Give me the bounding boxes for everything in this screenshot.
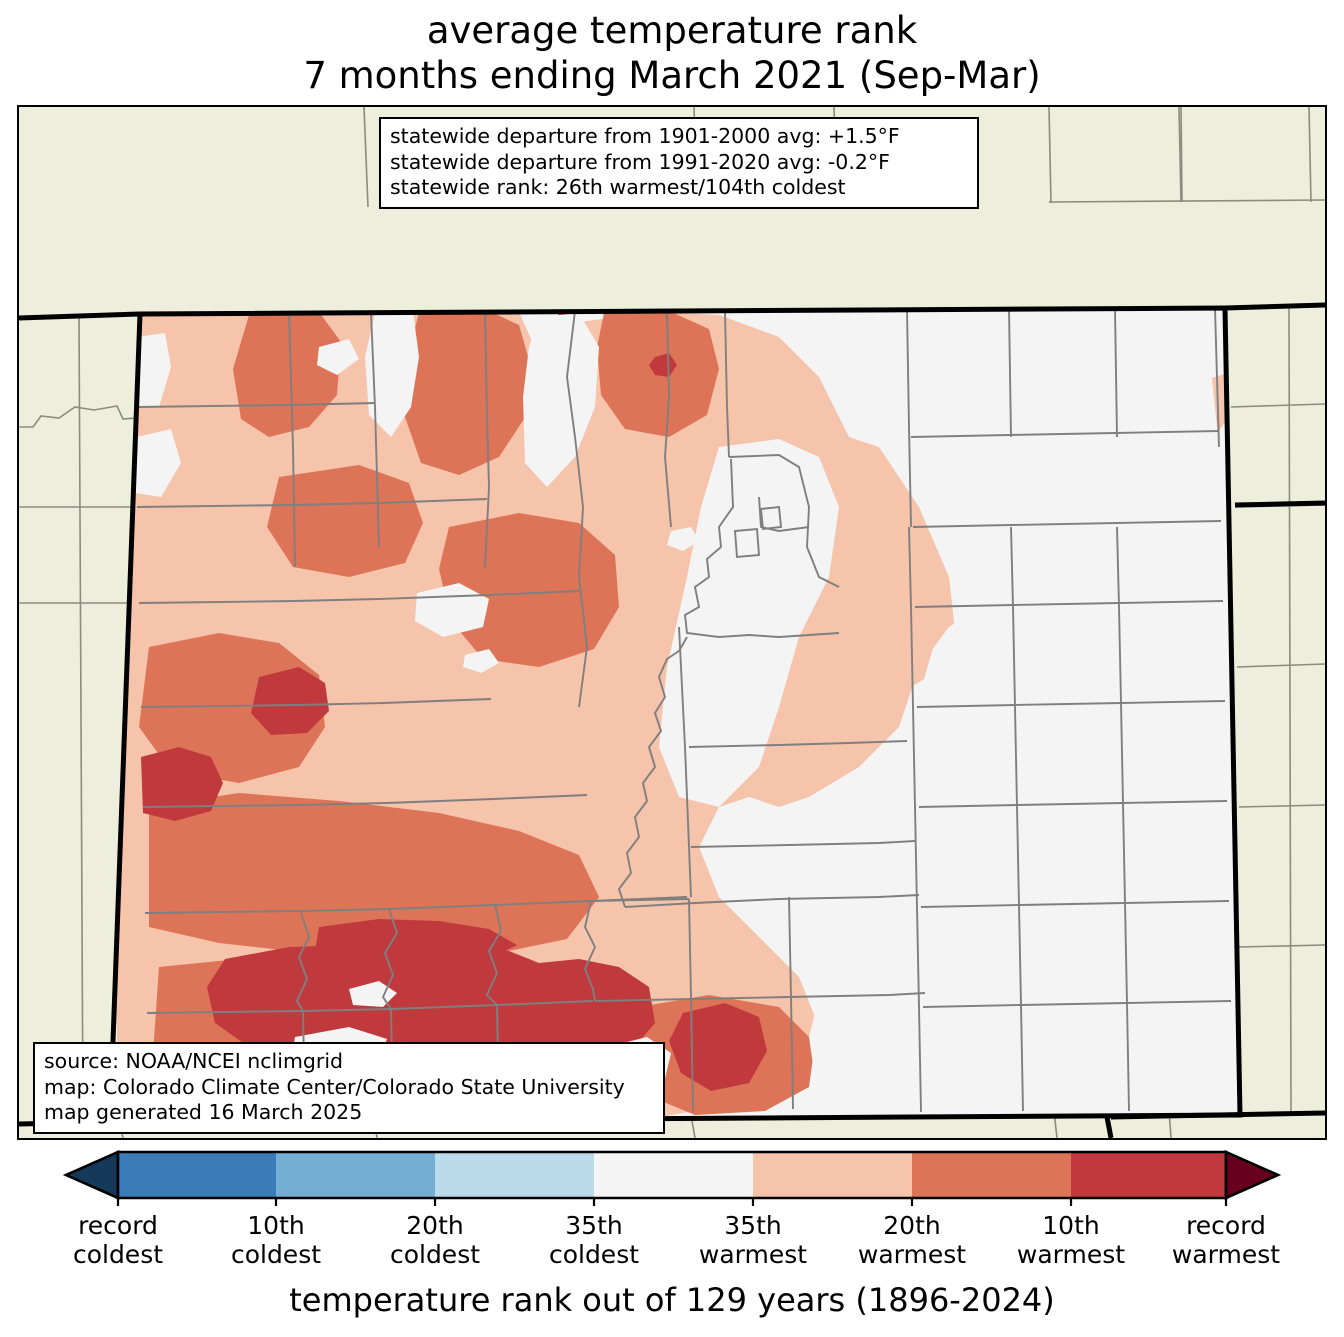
colorbar-band-10th-warmest: [912, 1152, 1071, 1198]
source-credit-box: source: NOAA/NCEI nclimgrid map: Colorad…: [33, 1042, 665, 1134]
page-title: average temperature rank 7 months ending…: [0, 8, 1344, 98]
colorbar-label-2: 20th coldest: [389, 1211, 481, 1269]
colorbar-label-6: 10th warmest: [1016, 1211, 1126, 1269]
colorbar-band-record-warmest: [1071, 1152, 1226, 1198]
colorbar-label-3: 35th coldest: [548, 1211, 640, 1269]
colorado-county-lines: [136, 308, 1232, 1118]
colorbar-band-10th-coldest: [118, 1152, 276, 1198]
colorbar-band-20th-coldest: [276, 1152, 435, 1198]
colorbar-tick-labels: record coldest 10th coldest 20th coldest 35…: [0, 1211, 1344, 1271]
stats-line-1: statewide departure from 1901-2000 avg: …: [390, 124, 900, 148]
title-line-2: 7 months ending March 2021 (Sep-Mar): [303, 54, 1041, 97]
colorbar-arrow-coldest: [62, 1150, 120, 1200]
statewide-stats-box: statewide departure from 1901-2000 avg: …: [379, 117, 979, 209]
colorbar-band-35th-coldest: [435, 1152, 594, 1198]
source-line-3: map generated 16 March 2025: [44, 1100, 363, 1124]
colorbar-band-35th-warmest: [594, 1152, 753, 1198]
temperature-rank-contours: [111, 310, 1235, 1122]
colorado-temperature-rank-map: [19, 107, 1325, 1138]
title-line-1: average temperature rank: [426, 9, 918, 52]
colorbar-caption: temperature rank out of 129 years (1896-…: [289, 1281, 1055, 1319]
colorbar-ticks: [116, 1198, 1228, 1206]
map-panel: statewide departure from 1901-2000 avg: …: [17, 105, 1327, 1140]
stats-line-2: statewide departure from 1991-2020 avg: …: [390, 149, 890, 174]
colorbar-label-4: 35th warmest: [698, 1211, 808, 1269]
source-line-1: source: NOAA/NCEI nclimgrid: [44, 1049, 344, 1073]
colorbar-label-5: 20th warmest: [857, 1211, 967, 1269]
colorbar: [0, 1146, 1344, 1206]
contour-35th-warmest-holes: [135, 311, 1235, 1115]
colorbar-band-group: [62, 1150, 1282, 1200]
colorbar-arrow-warmest: [1224, 1150, 1282, 1200]
source-line-2: map: Colorado Climate Center/Colorado St…: [44, 1074, 625, 1099]
colorbar-label-1: 10th coldest: [230, 1211, 322, 1269]
colorbar-band-20th-warmest: [753, 1152, 912, 1198]
stats-line-3: statewide rank: 26th warmest/104th colde…: [390, 175, 846, 199]
colorbar-label-0: record coldest: [72, 1211, 164, 1269]
colorbar-label-7: record warmest: [1171, 1211, 1281, 1269]
colorbar-swatches: [62, 1150, 1282, 1206]
